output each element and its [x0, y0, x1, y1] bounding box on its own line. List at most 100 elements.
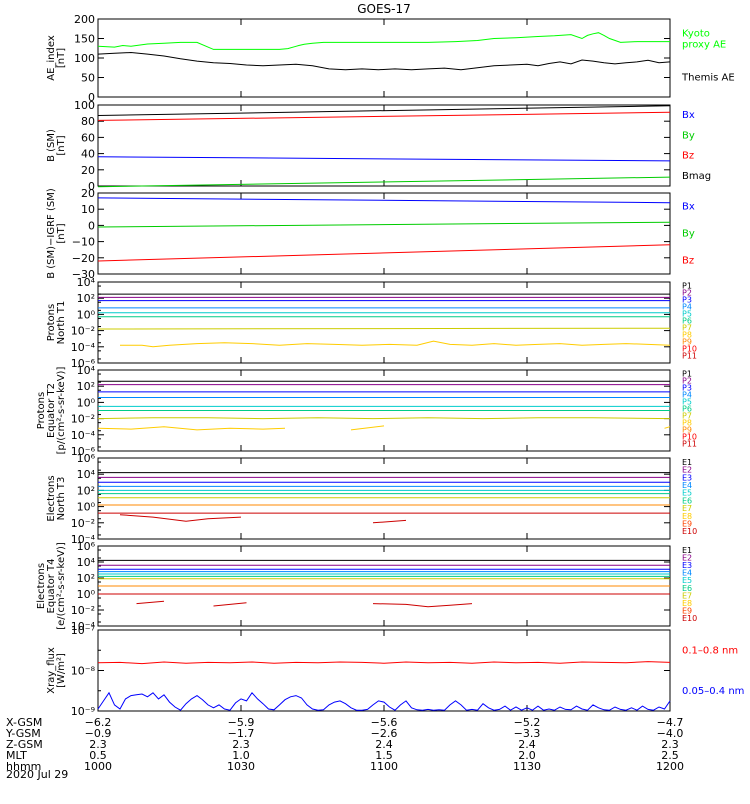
legend-entry: Bx — [682, 202, 695, 213]
x-axis-value: 2.3 — [89, 738, 107, 751]
y-tick-label: 10⁴ — [77, 364, 96, 377]
legend-entry: P9 — [682, 338, 692, 347]
legend-entry: P2 — [682, 377, 692, 386]
legend-entry: E6 — [682, 496, 692, 505]
y-tick-label: 80 — [81, 115, 95, 128]
y-axis-label: Xray_flux — [46, 647, 57, 694]
series-line-by — [97, 176, 671, 188]
x-axis-value: −1.7 — [228, 727, 255, 740]
y-tick-label: 10² — [77, 572, 95, 585]
y-axis-label: Protons — [36, 392, 47, 429]
legend-entry: P8 — [682, 331, 692, 340]
y-tick-label: 10⁻² — [71, 413, 95, 426]
legend-entry: P10 — [682, 345, 697, 354]
panel-frame — [97, 104, 671, 187]
x-axis-row-label: Y-GSM — [5, 727, 41, 740]
x-axis-value: −6.2 — [85, 716, 112, 729]
y-axis-label: Equator T4 — [46, 559, 57, 614]
x-axis-value: 2.4 — [375, 738, 393, 751]
legend-entry: Bz — [682, 256, 694, 267]
x-axis-value: 2.3 — [232, 738, 250, 751]
series-line-kyoto-proxy-ae — [97, 32, 670, 50]
y-tick-label: 100 — [74, 99, 95, 112]
legend-entry: E10 — [682, 527, 697, 536]
panel-4: 10⁻⁶ 10⁻⁴ 10⁻² 10⁰ 10² 10⁴ Protons North T1 P1P2… — [46, 276, 697, 370]
plot-date: 2020 Jul 29 — [6, 768, 68, 781]
panel-3: −30 −20 −10 0 10 20 B (SM)−IGRF (SM) [nT] Bx By Bz — [46, 187, 695, 281]
x-axis-value: 0.5 — [89, 749, 107, 762]
y-tick-label: 200 — [74, 13, 95, 26]
legend-entry: P1 — [682, 282, 692, 291]
legend-entry: E6 — [682, 584, 692, 593]
panel-8: 10⁻⁹ 10⁻⁸ 10⁻⁷ Xray_flux [W/m²] 0.1–0.8 nm 0.0… — [46, 624, 744, 718]
panel-5: 10⁻⁶ 10⁻⁴ 10⁻² 10⁰ 10² 10⁴ Protons Equator T2 [p… — [36, 364, 697, 458]
legend-entry: E8 — [682, 599, 692, 608]
legend-entry: E8 — [682, 512, 692, 521]
y-tick-label: 10⁻² — [71, 517, 95, 530]
y-axis-label: [nT] — [56, 135, 67, 155]
legend-entry: P11 — [682, 440, 697, 449]
legend-entry: E4 — [682, 569, 692, 578]
panel-2: 0 20 40 60 80 100 B (SM) [nT] Bx By Bz Bmag — [46, 99, 711, 193]
legend-entry: E5 — [682, 489, 692, 498]
y-tick-label: 10⁻⁴ — [71, 533, 96, 546]
x-axis-row-label: Z-GSM — [6, 738, 43, 751]
panel-frame — [97, 457, 671, 540]
y-tick-label: 10⁰ — [77, 588, 96, 601]
x-axis-value: 1.5 — [375, 749, 393, 762]
series-line-p8 — [120, 340, 671, 348]
x-axis-value: −0.9 — [85, 727, 112, 740]
series-line-e10 — [372, 603, 473, 608]
series-line-bmag — [97, 105, 671, 116]
legend-entry: E5 — [682, 576, 692, 585]
y-tick-label: −20 — [72, 252, 95, 265]
series-line-p7 — [97, 417, 671, 420]
series-line-0-05-0-4-nm — [97, 691, 671, 711]
legend-entry: E1 — [682, 546, 692, 555]
y-tick-label: 0 — [88, 219, 95, 232]
y-axis-label: [e/(cm²-s-sr-keV)] — [56, 542, 67, 630]
series-line-bx — [97, 197, 671, 204]
legend-entry: 0.05–0.4 nm — [682, 686, 744, 697]
x-axis-value: −5.2 — [514, 716, 541, 729]
legend-entry: P11 — [682, 352, 697, 361]
legend-entry: P4 — [682, 391, 692, 400]
y-tick-label: 0 — [88, 180, 95, 193]
legend-entry: E7 — [682, 591, 692, 600]
x-axis-value: 1130 — [513, 760, 541, 773]
x-axis-value: 2.4 — [518, 738, 536, 751]
x-axis-value: 1200 — [656, 760, 684, 773]
y-tick-label: 10⁻⁴ — [71, 620, 96, 633]
y-axis-label: North T3 — [56, 477, 67, 521]
y-axis-label: [nT] — [56, 223, 67, 243]
series-line-bz — [97, 111, 671, 121]
x-axis-value: −4.7 — [657, 716, 684, 729]
x-axis-value: 2.3 — [661, 738, 679, 751]
x-axis-value: 2.5 — [661, 749, 679, 762]
legend-entry: P10 — [682, 433, 697, 442]
y-tick-label: 20 — [81, 164, 95, 177]
y-tick-label: 10⁻⁸ — [71, 665, 96, 678]
legend-entry: E3 — [682, 561, 692, 570]
legend-entry: E9 — [682, 607, 692, 616]
y-axis-label: Electrons — [36, 563, 47, 609]
legend-entry: P4 — [682, 303, 692, 312]
legend-entry: P7 — [682, 412, 692, 421]
series-line-e10 — [372, 519, 407, 524]
legend-entry: E1 — [682, 458, 692, 467]
legend-entry: Bx — [682, 110, 695, 121]
series-line-p8 — [664, 426, 671, 429]
x-axis-value: 1000 — [84, 760, 112, 773]
y-axis-label: [W/m²] — [56, 653, 67, 688]
legend-entry: Bz — [682, 151, 694, 162]
y-tick-label: −30 — [72, 268, 95, 281]
y-axis-label: B (SM) — [46, 129, 57, 162]
y-tick-label: 10⁴ — [77, 276, 96, 289]
y-tick-label: 10⁻⁴ — [71, 341, 96, 354]
y-tick-label: 10⁴ — [77, 556, 96, 569]
y-tick-label: 20 — [81, 187, 95, 200]
y-tick-label: 0 — [88, 91, 95, 104]
x-axis-value: −2.6 — [371, 727, 398, 740]
y-axis-label: North T1 — [56, 301, 67, 345]
